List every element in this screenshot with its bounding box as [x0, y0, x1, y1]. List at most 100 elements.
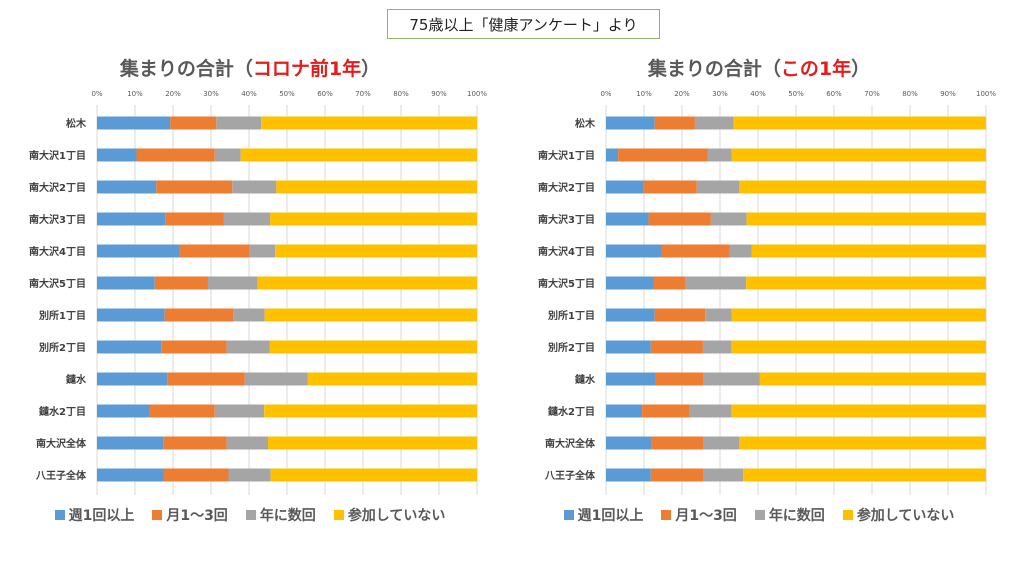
bar-segment-none	[264, 404, 477, 418]
x-tick-label: 100%	[467, 90, 487, 98]
category-label: 八王子全体	[35, 469, 87, 482]
chart-title: 集まりの合計（コロナ前1年）	[0, 54, 500, 81]
bar-segment-monthly	[163, 436, 227, 450]
category-label: 別所2丁目	[547, 341, 595, 354]
bar-segment-yearly	[226, 436, 268, 450]
title-suffix: ）	[361, 58, 381, 80]
legend-item-weekly: 週1回以上	[54, 505, 135, 525]
bar-segment-none	[746, 212, 986, 226]
category-label: 八王子全体	[544, 469, 596, 482]
legend-item-yearly: 年に数回	[754, 505, 825, 525]
x-tick-label: 70%	[355, 90, 371, 98]
legend-item-yearly: 年に数回	[245, 505, 316, 525]
bar-segment-yearly	[694, 116, 734, 130]
x-tick-label: 80%	[902, 90, 918, 98]
category-label: 南大沢全体	[36, 437, 87, 450]
legend-item-monthly: 月1～3回	[661, 505, 737, 525]
x-tick-label: 10%	[636, 90, 652, 98]
bar-segment-yearly	[705, 308, 732, 322]
bar-segment-weekly	[97, 340, 162, 354]
x-tick-label: 90%	[940, 90, 956, 98]
legend-item-monthly: 月1～3回	[152, 505, 228, 525]
bar-segment-weekly	[97, 276, 155, 290]
bar-segment-yearly	[729, 244, 752, 258]
legend-swatch	[152, 510, 163, 520]
category-label: 松木	[575, 117, 596, 130]
legend-swatch	[842, 510, 853, 520]
bar-segment-monthly	[161, 340, 227, 354]
bar-segment-weekly	[97, 148, 137, 162]
bar-segment-monthly	[651, 436, 704, 450]
legend-label: 年に数回	[768, 508, 825, 524]
bar-segment-none	[307, 372, 477, 386]
bar-segment-weekly	[97, 308, 165, 322]
bar-segment-monthly	[654, 116, 695, 130]
bar-segment-yearly	[223, 212, 271, 226]
bar-segment-weekly	[606, 244, 662, 258]
bar-segment-weekly	[97, 212, 166, 226]
category-label: 南大沢2丁目	[538, 181, 595, 194]
category-label: 南大沢1丁目	[29, 149, 86, 162]
x-tick-label: 60%	[317, 90, 333, 98]
bar-segment-yearly	[703, 372, 760, 386]
bar-segment-yearly	[216, 116, 262, 130]
category-label: 鑓水	[66, 373, 87, 386]
category-label: 別所1丁目	[547, 309, 595, 322]
bar-segment-weekly	[606, 372, 656, 386]
bar-segment-yearly	[228, 468, 271, 482]
category-label: 南大沢全体	[545, 437, 596, 450]
x-tick-label: 40%	[750, 90, 766, 98]
bar-segment-weekly	[606, 340, 651, 354]
x-tick-label: 0%	[600, 90, 611, 98]
bar-segment-none	[269, 340, 477, 354]
bar-segment-yearly	[696, 180, 740, 194]
bar-segment-weekly	[97, 372, 168, 386]
category-label: 別所2丁目	[38, 341, 86, 354]
title-suffix: ）	[851, 58, 871, 80]
bar-segment-none	[261, 116, 477, 130]
bar-plot: 0% 10% 20% 30% 40% 50% 60% 70% 80% 90% 100% 松木南大沢1丁…	[29, 90, 487, 495]
legend-label: 参加していない	[856, 508, 955, 524]
bar-segment-weekly	[606, 148, 619, 162]
bar-segment-monthly	[650, 468, 704, 482]
bar-segment-weekly	[606, 436, 652, 450]
category-label: 鑓水2丁目	[39, 405, 86, 418]
bar-segment-monthly	[156, 180, 233, 194]
chart-this-year: 集まりの合計（この1年） 0% 10% 20% 30% 40% 50% 60% 70% 80% 9…	[509, 50, 1009, 530]
bar-segment-monthly	[653, 276, 686, 290]
bar-segment-weekly	[97, 436, 164, 450]
bar-segment-none	[276, 180, 477, 194]
legend-item-none: 参加していない	[333, 505, 446, 525]
bar-segment-yearly	[232, 180, 277, 194]
bar-segment-none	[270, 468, 477, 482]
bar-segment-monthly	[136, 148, 215, 162]
title-prefix: 集まりの合計（	[647, 58, 781, 80]
bar-segment-monthly	[165, 212, 224, 226]
legend-label: 週1回以上	[68, 508, 135, 524]
legend-label: 参加していない	[347, 508, 446, 524]
source-banner: 75歳以上「健康アンケート」より	[387, 9, 660, 39]
bar-segment-yearly	[226, 340, 270, 354]
bar-segment-none	[751, 244, 986, 258]
bar-segment-none	[731, 340, 986, 354]
legend-swatch	[563, 510, 574, 520]
x-tick-label: 50%	[788, 90, 804, 98]
x-tick-label: 90%	[431, 90, 447, 98]
bar-segment-weekly	[97, 468, 164, 482]
x-tick-label: 0%	[91, 90, 102, 98]
bar-segment-monthly	[154, 276, 208, 290]
bar-segment-monthly	[170, 116, 217, 130]
bar-segment-yearly	[710, 212, 747, 226]
bar-segment-weekly	[97, 404, 150, 418]
bar-plot: 0% 10% 20% 30% 40% 50% 60% 70% 80% 90% 100% 松木南大沢1丁…	[538, 90, 996, 495]
bar-segment-yearly	[249, 244, 276, 258]
category-label: 松木	[66, 117, 87, 130]
bar-segment-monthly	[642, 404, 690, 418]
bar-segment-none	[275, 244, 477, 258]
bar-segment-monthly	[654, 308, 706, 322]
bar-segment-weekly	[606, 404, 643, 418]
bar-segment-monthly	[163, 468, 229, 482]
bar-segment-weekly	[606, 212, 649, 226]
category-label: 南大沢2丁目	[29, 181, 86, 194]
bar-segment-yearly	[703, 468, 744, 482]
